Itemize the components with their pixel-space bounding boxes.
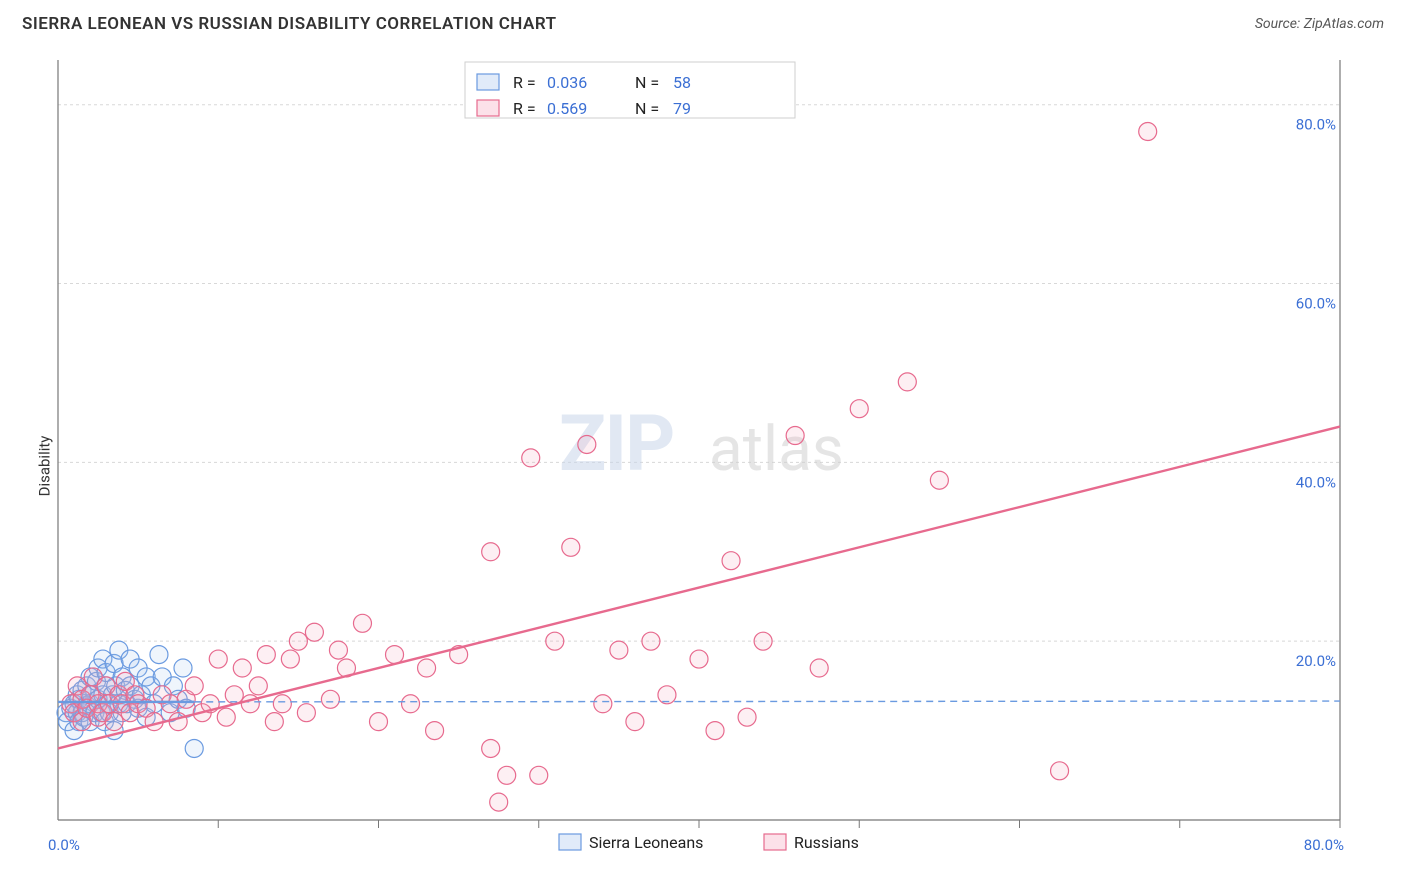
data-point <box>642 632 660 650</box>
data-point <box>690 650 708 668</box>
data-point <box>546 632 564 650</box>
data-point <box>402 695 420 713</box>
data-point <box>426 722 444 740</box>
data-point <box>297 704 315 722</box>
x-max-label: 80.0% <box>1304 836 1344 854</box>
data-point <box>626 713 644 731</box>
data-point <box>850 400 868 418</box>
data-point <box>273 695 291 713</box>
legend-swatch <box>764 834 786 850</box>
data-point <box>498 766 516 784</box>
data-point <box>321 690 339 708</box>
legend-swatch <box>559 834 581 850</box>
data-point <box>225 686 243 704</box>
legend-r-value: 0.569 <box>547 99 587 118</box>
data-point <box>930 471 948 489</box>
watermark: ZIP <box>559 399 673 490</box>
data-point <box>185 739 203 757</box>
data-point <box>706 722 724 740</box>
data-point <box>898 373 916 391</box>
data-point <box>418 659 436 677</box>
data-point <box>305 623 323 641</box>
data-point <box>161 695 179 713</box>
legend-r-label: R = <box>513 73 536 92</box>
legend-swatch <box>477 100 499 116</box>
data-point <box>482 739 500 757</box>
data-point <box>353 614 371 632</box>
data-point <box>530 766 548 784</box>
data-point <box>522 449 540 467</box>
legend-n-value: 79 <box>673 99 691 118</box>
trend-line-extrapolated <box>194 701 1340 702</box>
data-point <box>249 677 267 695</box>
x-min-label: 0.0% <box>48 836 80 854</box>
source-label: Source: ZipAtlas.com <box>1255 16 1384 32</box>
data-point <box>150 646 168 664</box>
data-point <box>174 659 192 677</box>
legend-n-label: N = <box>635 73 659 92</box>
data-point <box>370 713 388 731</box>
data-point <box>185 677 203 695</box>
legend-r-value: 0.036 <box>547 73 587 92</box>
data-point <box>1051 762 1069 780</box>
data-point <box>810 659 828 677</box>
data-point <box>562 538 580 556</box>
data-point <box>105 713 123 731</box>
data-point <box>217 708 235 726</box>
data-point <box>386 646 404 664</box>
data-point <box>610 641 628 659</box>
data-point <box>738 708 756 726</box>
data-point <box>578 435 596 453</box>
data-point <box>233 659 251 677</box>
watermark: atlas <box>709 413 844 486</box>
y-tick-label: 60.0% <box>1296 295 1336 313</box>
legend-swatch <box>477 74 499 90</box>
legend-n-value: 58 <box>673 73 691 92</box>
scatter-chart: 20.0% 40.0% 60.0% 80.0% ZIP atlas R = 0.036 N = 5… <box>10 50 1396 882</box>
data-point <box>722 552 740 570</box>
data-point <box>594 695 612 713</box>
y-tick-label: 80.0% <box>1296 116 1336 134</box>
legend-series-label: Russians <box>794 833 859 852</box>
data-point <box>754 632 772 650</box>
data-point <box>1139 123 1157 141</box>
data-point <box>482 543 500 561</box>
y-tick-label: 40.0% <box>1296 473 1336 491</box>
data-point <box>265 713 283 731</box>
y-axis-label: Disability <box>35 436 53 497</box>
data-point <box>209 650 227 668</box>
data-point <box>281 650 299 668</box>
data-point <box>289 632 307 650</box>
trend-line <box>58 427 1340 749</box>
legend-r-label: R = <box>513 99 536 118</box>
data-point <box>329 641 347 659</box>
legend-n-label: N = <box>635 99 659 118</box>
data-point <box>169 713 187 731</box>
chart-title: SIERRA LEONEAN VS RUSSIAN DISABILITY COR… <box>22 14 557 34</box>
data-point <box>257 646 275 664</box>
data-point <box>490 793 508 811</box>
data-point <box>786 427 804 445</box>
y-tick-label: 20.0% <box>1296 652 1336 670</box>
legend-series-label: Sierra Leoneans <box>589 833 703 852</box>
